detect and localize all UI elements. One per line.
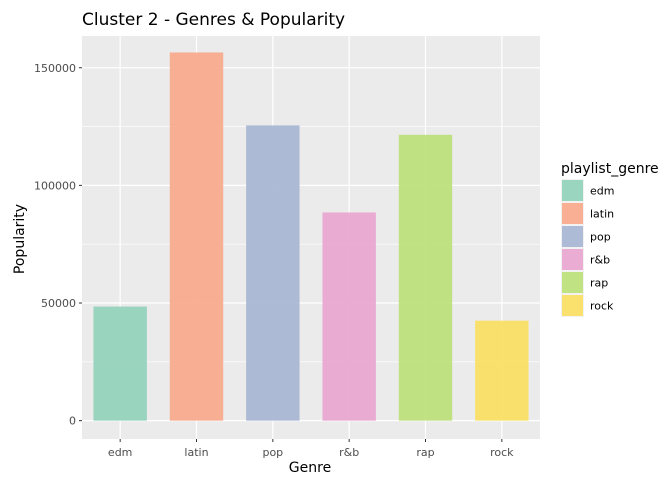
legend-key — [562, 249, 583, 270]
x-tick-label: pop — [262, 446, 283, 459]
bar-rock — [475, 320, 529, 421]
legend-label: r&b — [590, 254, 610, 267]
x-tick-label: latin — [184, 446, 208, 459]
plot-panel — [82, 36, 540, 439]
legend-label: rock — [590, 300, 614, 313]
legend-label: pop — [590, 231, 611, 244]
y-tick-label: 100000 — [34, 179, 76, 192]
y-tick-label: 50000 — [41, 297, 76, 310]
bar-latin — [169, 52, 224, 421]
y-axis-title: Popularity — [12, 204, 28, 274]
legend-title: playlist_genre — [561, 161, 659, 177]
x-tick-label: rap — [416, 446, 434, 459]
legend-key — [562, 180, 583, 201]
bar-edm — [93, 306, 147, 421]
legend: playlist_genre edm latin pop r&b rap rock — [561, 161, 659, 317]
legend-label: rap — [590, 277, 608, 290]
x-tick-label: r&b — [339, 446, 359, 459]
x-axis-title: Genre — [289, 460, 331, 476]
panel-background — [82, 36, 540, 439]
legend-key — [562, 295, 583, 316]
y-tick-label: 150000 — [34, 62, 76, 75]
bar-rb — [322, 212, 376, 421]
legend-label: latin — [590, 208, 614, 221]
chart-title: Cluster 2 - Genres & Popularity — [82, 10, 345, 30]
y-axis: 0 50000 100000 150000 — [34, 62, 82, 428]
legend-key — [562, 272, 583, 293]
legend-label: edm — [590, 185, 614, 198]
y-tick-label: 0 — [69, 415, 76, 428]
x-tick-label: rock — [490, 446, 514, 459]
bar-pop — [246, 125, 300, 421]
x-axis: edm latin pop r&b rap rock — [108, 439, 514, 459]
bar-rap — [398, 134, 453, 421]
x-tick-label: edm — [108, 446, 132, 459]
legend-key — [562, 226, 583, 247]
legend-key — [562, 203, 583, 224]
